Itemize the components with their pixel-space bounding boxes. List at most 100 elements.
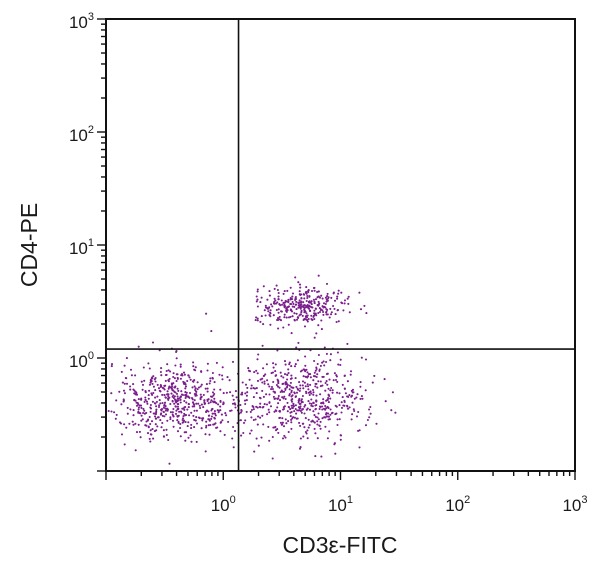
data-point xyxy=(184,383,187,386)
data-point xyxy=(307,375,310,378)
data-point xyxy=(331,391,334,394)
data-point xyxy=(340,401,343,404)
data-point xyxy=(312,401,315,404)
data-point xyxy=(248,432,252,435)
data-point xyxy=(179,398,182,401)
data-point xyxy=(207,418,210,421)
data-point xyxy=(317,353,320,357)
data-point xyxy=(185,395,188,398)
data-point xyxy=(246,386,249,389)
data-point xyxy=(318,407,321,411)
data-point xyxy=(319,380,322,383)
data-point xyxy=(344,392,347,395)
data-point xyxy=(299,306,302,309)
data-point xyxy=(301,314,304,317)
data-point xyxy=(314,415,317,418)
data-point xyxy=(261,414,264,417)
data-point xyxy=(271,457,274,460)
data-point xyxy=(219,409,222,412)
data-point xyxy=(114,417,117,420)
data-point xyxy=(287,371,290,375)
data-point xyxy=(139,436,142,439)
data-point xyxy=(306,294,309,298)
data-point xyxy=(256,372,259,375)
data-point xyxy=(239,403,242,407)
data-point xyxy=(286,309,289,312)
data-point xyxy=(206,398,209,401)
data-point xyxy=(146,432,150,435)
data-point xyxy=(155,429,158,432)
data-point xyxy=(193,418,196,421)
data-point xyxy=(300,300,303,303)
data-point xyxy=(204,387,207,390)
data-point xyxy=(132,409,135,412)
data-point xyxy=(232,398,235,401)
data-point xyxy=(357,410,360,414)
data-point xyxy=(302,301,305,304)
data-point xyxy=(113,411,116,414)
data-point xyxy=(316,386,319,389)
data-point xyxy=(299,402,302,405)
data-point xyxy=(265,403,269,406)
data-point xyxy=(312,375,316,378)
data-point xyxy=(176,407,179,411)
data-point xyxy=(305,390,308,393)
data-point xyxy=(361,397,364,400)
data-point xyxy=(297,399,300,402)
data-point xyxy=(204,450,207,453)
data-point xyxy=(277,397,280,400)
data-point xyxy=(211,377,214,380)
data-point xyxy=(368,408,371,411)
data-point xyxy=(278,416,281,420)
data-point xyxy=(162,435,166,438)
data-point xyxy=(333,299,337,302)
data-point xyxy=(176,395,179,398)
data-point xyxy=(239,411,242,414)
data-point xyxy=(220,413,223,416)
data-point xyxy=(287,368,290,371)
x-axis-title: CD3ε-FITC xyxy=(282,532,397,558)
data-point xyxy=(282,382,285,385)
data-point xyxy=(153,378,156,381)
data-point xyxy=(179,401,182,404)
data-point xyxy=(343,374,346,377)
data-point xyxy=(229,391,232,394)
data-point xyxy=(214,422,217,425)
data-point xyxy=(177,389,180,392)
data-point xyxy=(182,419,186,422)
data-point xyxy=(369,405,372,409)
data-point xyxy=(201,417,204,420)
data-point xyxy=(172,375,175,379)
data-point xyxy=(330,412,333,415)
x-tick-label: 101 xyxy=(328,494,353,515)
data-point xyxy=(221,378,224,381)
data-point xyxy=(310,303,313,306)
data-point xyxy=(321,375,324,378)
data-point xyxy=(276,378,279,381)
data-point xyxy=(314,369,317,372)
data-point xyxy=(315,314,318,317)
data-point xyxy=(326,383,329,386)
data-point xyxy=(152,391,155,395)
data-point xyxy=(191,405,194,408)
data-point xyxy=(281,396,284,399)
data-point xyxy=(321,405,324,408)
x-axis-ticks xyxy=(105,471,576,480)
data-point xyxy=(309,305,312,308)
data-point xyxy=(284,383,287,386)
data-point xyxy=(210,395,214,398)
data-point xyxy=(325,380,328,383)
data-point xyxy=(283,313,286,316)
data-point xyxy=(151,382,154,385)
data-point xyxy=(304,355,307,358)
data-point xyxy=(140,414,143,417)
data-point xyxy=(177,403,180,406)
data-point xyxy=(164,401,167,404)
data-point xyxy=(369,412,372,415)
data-point xyxy=(298,290,301,293)
data-point xyxy=(312,315,315,318)
data-point xyxy=(290,427,293,430)
data-point xyxy=(209,379,212,383)
data-point xyxy=(349,373,352,376)
data-point xyxy=(208,433,211,436)
